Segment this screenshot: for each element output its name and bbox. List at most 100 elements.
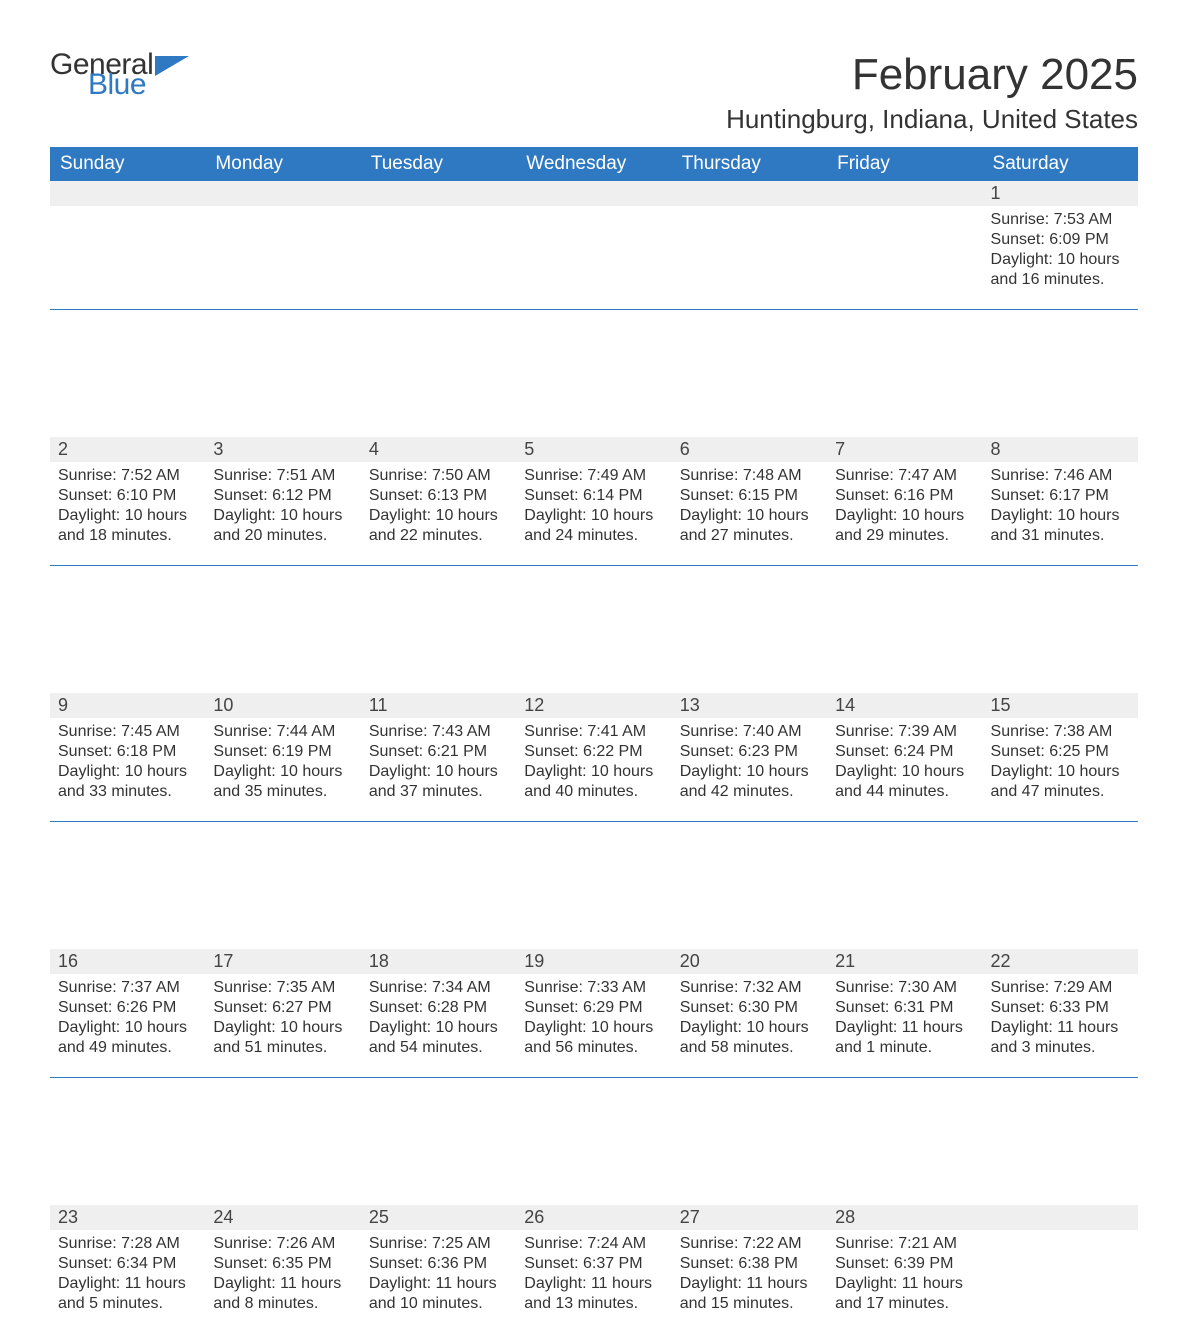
sunrise-text: Sunrise: 7:39 AM <box>835 722 974 742</box>
daylight-text: Daylight: 11 hours and 5 minutes. <box>58 1274 197 1314</box>
daylight-text: Daylight: 10 hours and 22 minutes. <box>369 506 508 546</box>
week-row: 2Sunrise: 7:52 AMSunset: 6:10 PMDaylight… <box>50 437 1138 565</box>
day-number: 18 <box>361 949 516 974</box>
sunset-text: Sunset: 6:19 PM <box>213 742 352 762</box>
day-cell: 7Sunrise: 7:47 AMSunset: 6:16 PMDaylight… <box>827 437 982 565</box>
day-number <box>205 181 360 206</box>
week-separator <box>50 1077 1138 1205</box>
sunrise-text: Sunrise: 7:53 AM <box>991 210 1130 230</box>
day-details: Sunrise: 7:22 AMSunset: 6:38 PMDaylight:… <box>672 1230 827 1314</box>
day-number <box>672 181 827 206</box>
day-number: 15 <box>983 693 1138 718</box>
day-cell: 11 Sunrise: 7:43 AMSunset: 6:21 PMDayligh… <box>361 693 516 821</box>
day-details: Sunrise: 7:26 AMSunset: 6:35 PMDaylight:… <box>205 1230 360 1314</box>
day-cell <box>205 181 360 309</box>
sunrise-text: Sunrise: 7:22 AM <box>680 1234 819 1254</box>
day-number: 10 <box>205 693 360 718</box>
sunset-text: Sunset: 6:21 PM <box>369 742 508 762</box>
day-details: Sunrise: 7:44 AMSunset: 6:19 PMDaylight:… <box>205 718 360 802</box>
day-number: 24 <box>205 1205 360 1230</box>
day-cell: 18Sunrise: 7:34 AMSunset: 6:28 PMDayligh… <box>361 949 516 1077</box>
day-details: Sunrise: 7:35 AMSunset: 6:27 PMDaylight:… <box>205 974 360 1058</box>
sunset-text: Sunset: 6:33 PM <box>991 998 1130 1018</box>
day-number: 7 <box>827 437 982 462</box>
daylight-text: Daylight: 11 hours and 13 minutes. <box>524 1274 663 1314</box>
sunrise-text: Sunrise: 7:32 AM <box>680 978 819 998</box>
day-number: 6 <box>672 437 827 462</box>
day-number: 23 <box>50 1205 205 1230</box>
sunrise-text: Sunrise: 7:21 AM <box>835 1234 974 1254</box>
sunrise-text: Sunrise: 7:48 AM <box>680 466 819 486</box>
sunrise-text: Sunrise: 7:25 AM <box>369 1234 508 1254</box>
day-cell: 3Sunrise: 7:51 AMSunset: 6:12 PMDaylight… <box>205 437 360 565</box>
day-number: 9 <box>50 693 205 718</box>
day-details: Sunrise: 7:48 AMSunset: 6:15 PMDaylight:… <box>672 462 827 546</box>
day-details: Sunrise: 7:29 AMSunset: 6:33 PMDaylight:… <box>983 974 1138 1058</box>
daylight-text: Daylight: 10 hours and 37 minutes. <box>369 762 508 802</box>
day-cell <box>361 181 516 309</box>
day-cell <box>672 181 827 309</box>
day-details: Sunrise: 7:40 AMSunset: 6:23 PMDaylight:… <box>672 718 827 802</box>
sunrise-text: Sunrise: 7:47 AM <box>835 466 974 486</box>
weekday-header: Saturday <box>983 147 1138 181</box>
sunset-text: Sunset: 6:18 PM <box>58 742 197 762</box>
daylight-text: Daylight: 11 hours and 8 minutes. <box>213 1274 352 1314</box>
day-number: 22 <box>983 949 1138 974</box>
sunset-text: Sunset: 6:23 PM <box>680 742 819 762</box>
week-row: 23Sunrise: 7:28 AMSunset: 6:34 PMDayligh… <box>50 1205 1138 1333</box>
week-row: 16Sunrise: 7:37 AMSunset: 6:26 PMDayligh… <box>50 949 1138 1077</box>
daylight-text: Daylight: 10 hours and 58 minutes. <box>680 1018 819 1058</box>
day-cell <box>983 1205 1138 1333</box>
day-details: Sunrise: 7:24 AMSunset: 6:37 PMDaylight:… <box>516 1230 671 1314</box>
day-details: Sunrise: 7:41 AMSunset: 6:22 PMDaylight:… <box>516 718 671 802</box>
location-subtitle: Huntingburg, Indiana, United States <box>50 104 1138 135</box>
day-cell: 6Sunrise: 7:48 AMSunset: 6:15 PMDaylight… <box>672 437 827 565</box>
sunset-text: Sunset: 6:16 PM <box>835 486 974 506</box>
sunset-text: Sunset: 6:35 PM <box>213 1254 352 1274</box>
day-cell: 16Sunrise: 7:37 AMSunset: 6:26 PMDayligh… <box>50 949 205 1077</box>
day-cell: 26Sunrise: 7:24 AMSunset: 6:37 PMDayligh… <box>516 1205 671 1333</box>
day-number: 11 <box>361 693 516 718</box>
sunset-text: Sunset: 6:27 PM <box>213 998 352 1018</box>
day-number: 16 <box>50 949 205 974</box>
day-number: 17 <box>205 949 360 974</box>
day-number <box>361 181 516 206</box>
day-cell <box>516 181 671 309</box>
calendar-table: Sunday Monday Tuesday Wednesday Thursday… <box>50 147 1138 1333</box>
sunset-text: Sunset: 6:14 PM <box>524 486 663 506</box>
day-number: 2 <box>50 437 205 462</box>
sunset-text: Sunset: 6:24 PM <box>835 742 974 762</box>
day-number: 5 <box>516 437 671 462</box>
day-number: 26 <box>516 1205 671 1230</box>
day-number: 4 <box>361 437 516 462</box>
day-cell: 5Sunrise: 7:49 AMSunset: 6:14 PMDaylight… <box>516 437 671 565</box>
day-cell: 12Sunrise: 7:41 AMSunset: 6:22 PMDayligh… <box>516 693 671 821</box>
daylight-text: Daylight: 10 hours and 20 minutes. <box>213 506 352 546</box>
sunrise-text: Sunrise: 7:43 AM <box>369 722 508 742</box>
day-details: Sunrise: 7:32 AMSunset: 6:30 PMDaylight:… <box>672 974 827 1058</box>
week-separator <box>50 565 1138 693</box>
weekday-header: Wednesday <box>516 147 671 181</box>
flag-icon <box>155 56 189 80</box>
day-number <box>827 181 982 206</box>
sunrise-text: Sunrise: 7:28 AM <box>58 1234 197 1254</box>
sunset-text: Sunset: 6:15 PM <box>680 486 819 506</box>
day-cell: 24Sunrise: 7:26 AMSunset: 6:35 PMDayligh… <box>205 1205 360 1333</box>
day-details: Sunrise: 7:46 AMSunset: 6:17 PMDaylight:… <box>983 462 1138 546</box>
week-row: 9Sunrise: 7:45 AMSunset: 6:18 PMDaylight… <box>50 693 1138 821</box>
sunset-text: Sunset: 6:12 PM <box>213 486 352 506</box>
day-cell <box>827 181 982 309</box>
day-number: 12 <box>516 693 671 718</box>
day-details: Sunrise: 7:53 AMSunset: 6:09 PMDaylight:… <box>983 206 1138 290</box>
day-cell: 23Sunrise: 7:28 AMSunset: 6:34 PMDayligh… <box>50 1205 205 1333</box>
sunrise-text: Sunrise: 7:38 AM <box>991 722 1130 742</box>
daylight-text: Daylight: 10 hours and 33 minutes. <box>58 762 197 802</box>
daylight-text: Daylight: 11 hours and 15 minutes. <box>680 1274 819 1314</box>
calendar-body: 1Sunrise: 7:53 AMSunset: 6:09 PMDaylight… <box>50 181 1138 1333</box>
day-cell: 4Sunrise: 7:50 AMSunset: 6:13 PMDaylight… <box>361 437 516 565</box>
day-details: Sunrise: 7:51 AMSunset: 6:12 PMDaylight:… <box>205 462 360 546</box>
sunset-text: Sunset: 6:38 PM <box>680 1254 819 1274</box>
daylight-text: Daylight: 10 hours and 54 minutes. <box>369 1018 508 1058</box>
daylight-text: Daylight: 10 hours and 24 minutes. <box>524 506 663 546</box>
logo-text: General Blue <box>50 50 153 100</box>
